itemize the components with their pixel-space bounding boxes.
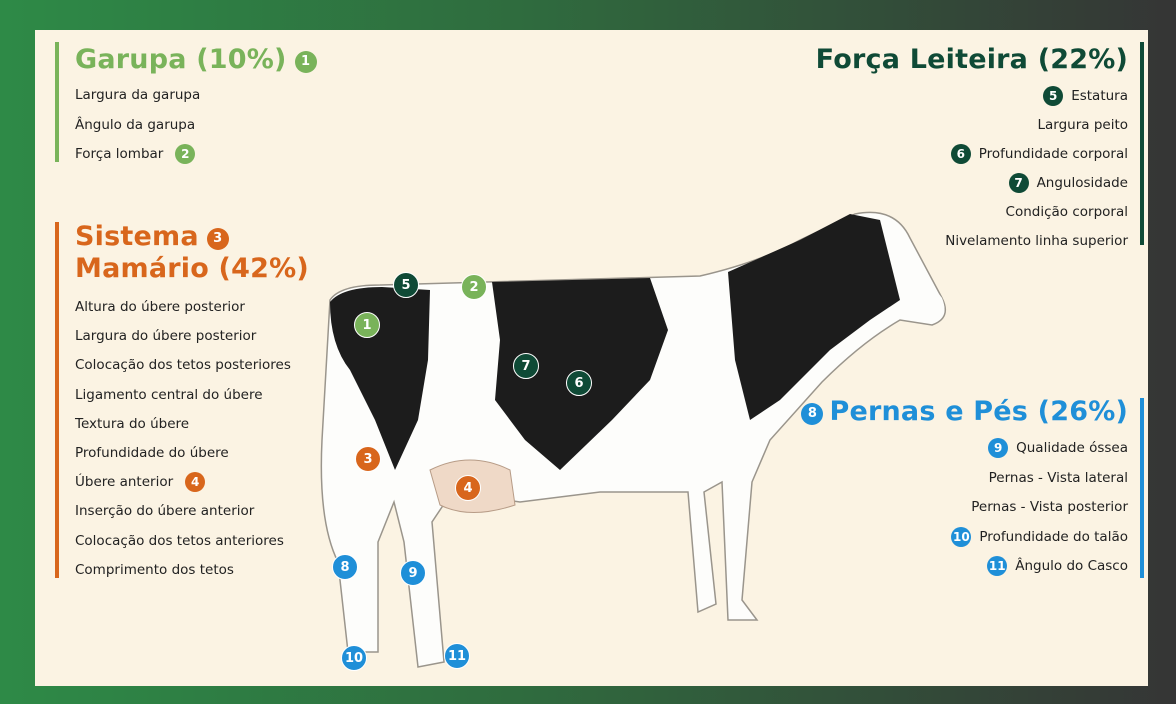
section-item: 10 Profundidade do talão [951,527,1128,547]
section-title-text: Mamário (42%) [75,253,309,284]
item-badge: 6 [951,144,971,164]
frame: Garupa (10%) 1 Largura da garupa Ângulo da … [0,0,1176,704]
section-title-text: Garupa (10%) [75,44,287,75]
cow-marker: 8 [332,554,358,580]
section-item: 11 Ângulo do Casco [987,556,1128,576]
section-item: Largura da garupa [75,85,200,105]
item-text: Angulosidade [1037,175,1128,191]
item-text: Largura peito [1037,117,1128,133]
section-item: Largura peito [1037,115,1128,135]
item-text: Profundidade do úbere [75,445,229,461]
section-bar [55,222,59,578]
item-badge: 5 [1043,86,1063,106]
section-title-text: Força Leiteira (22%) [816,44,1128,75]
item-text: Largura da garupa [75,87,200,103]
section-item: Largura do úbere posterior [75,326,256,346]
section-item: Inserção do úbere anterior [75,501,254,521]
item-text: Colocação dos tetos posteriores [75,357,291,373]
section-item: Pernas - Vista lateral [989,468,1128,488]
cow-marker: 10 [341,645,367,671]
item-text: Ângulo da garupa [75,117,195,133]
item-text: Largura do úbere posterior [75,328,256,344]
section-item: Profundidade do úbere [75,443,229,463]
section-bar [55,42,59,162]
section-item: Condição corporal [1006,202,1128,222]
section-item: Ângulo da garupa [75,115,195,135]
cow-marker: 9 [400,560,426,586]
section-item: Pernas - Vista posterior [971,497,1128,517]
section-title: Mamário (42%) [75,253,309,285]
section-item: Nivelamento linha superior [945,231,1128,251]
item-text: Nivelamento linha superior [945,233,1128,249]
item-text: Inserção do úbere anterior [75,503,254,519]
section-item: Colocação dos tetos anteriores [75,531,284,551]
item-text: Colocação dos tetos anteriores [75,533,284,549]
item-text: Qualidade óssea [1016,440,1128,456]
item-text: Pernas - Vista lateral [989,470,1128,486]
section-badge: 3 [207,228,229,250]
section-item: 9 Qualidade óssea [988,438,1128,458]
cow-marker: 4 [455,475,481,501]
item-text: Pernas - Vista posterior [971,499,1128,515]
item-text: Úbere anterior [75,474,173,490]
section-title: Força Leiteira (22%) [816,44,1128,76]
item-badge: 4 [185,472,205,492]
cow-marker: 2 [461,274,487,300]
cow-marker: 3 [355,446,381,472]
item-badge: 11 [987,556,1007,576]
item-text: Textura do úbere [75,416,189,432]
cow-marker: 5 [393,272,419,298]
item-badge: 2 [175,144,195,164]
section-title: Garupa (10%) 1 [75,44,317,76]
section-item: 6 Profundidade corporal [951,144,1128,164]
section-title-text: Sistema [75,221,199,252]
item-text: Força lombar [75,146,163,162]
section-item: Comprimento dos tetos [75,560,234,580]
item-badge: 7 [1009,173,1029,193]
item-text: Comprimento dos tetos [75,562,234,578]
item-badge: 10 [951,527,971,547]
item-text: Condição corporal [1006,204,1128,220]
item-text: Altura do úbere posterior [75,299,245,315]
cow-marker: 6 [566,370,592,396]
section-title: 8 Pernas e Pés (26%) [801,396,1128,428]
cow-marker: 11 [444,643,470,669]
section-title-text: Pernas e Pés (26%) [829,396,1128,427]
section-bar [1140,42,1144,245]
section-item: Colocação dos tetos posteriores [75,355,291,375]
cow-marker: 7 [513,353,539,379]
item-badge: 9 [988,438,1008,458]
item-text: Estatura [1071,88,1128,104]
item-text: Profundidade corporal [979,146,1128,162]
section-badge: 8 [801,403,823,425]
item-text: Ligamento central do úbere [75,387,263,403]
item-text: Ângulo do Casco [1015,558,1128,574]
section-item: 5 Estatura [1043,86,1128,106]
section-bar [1140,398,1144,578]
cow-marker: 1 [354,312,380,338]
infographic-panel: Garupa (10%) 1 Largura da garupa Ângulo da … [35,30,1148,686]
section-item: Ligamento central do úbere [75,385,263,405]
section-title: Sistema 3 [75,221,229,253]
section-item: Força lombar 2 [75,144,195,164]
section-item: 7 Angulosidade [1009,173,1128,193]
section-item: Textura do úbere [75,414,189,434]
item-text: Profundidade do talão [979,529,1128,545]
section-badge: 1 [295,51,317,73]
section-item: Altura do úbere posterior [75,297,245,317]
section-item: Úbere anterior 4 [75,472,205,492]
